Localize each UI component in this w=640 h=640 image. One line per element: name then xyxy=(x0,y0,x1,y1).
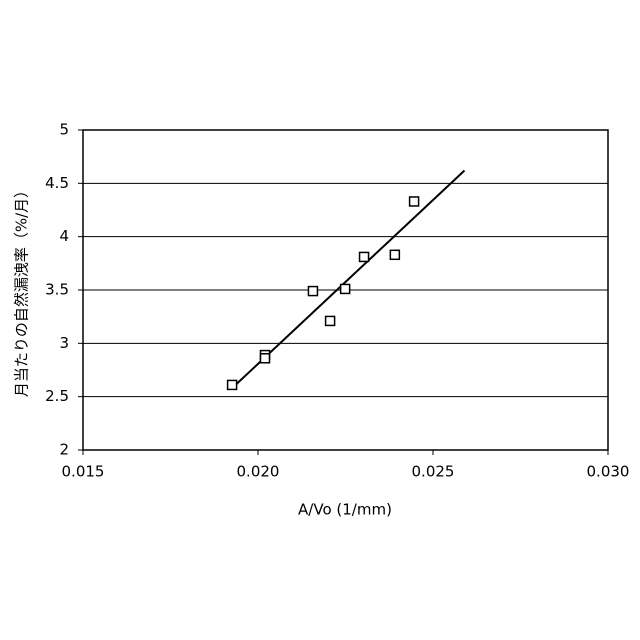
data-point xyxy=(228,380,237,389)
data-point xyxy=(308,287,317,296)
x-tick-label: 0.030 xyxy=(587,463,630,481)
data-point xyxy=(390,250,399,259)
x-tick-label: 0.025 xyxy=(412,463,455,481)
y-tick-label: 3 xyxy=(59,334,69,352)
data-point xyxy=(326,316,335,325)
data-point xyxy=(341,284,350,293)
y-tick-label: 4.5 xyxy=(45,174,69,192)
y-tick-label: 3.5 xyxy=(45,281,69,299)
data-point xyxy=(410,197,419,206)
chart: A/Vo (1/mm) 月当たりの自然漏洩率（%/月） 2 2.5 3 3.5 4 4.5… xyxy=(0,0,640,640)
y-tick-label: 2.5 xyxy=(45,387,69,405)
y-tick-label: 4 xyxy=(59,227,69,245)
data-point xyxy=(360,252,369,261)
x-axis-label: A/Vo (1/mm) xyxy=(298,501,392,519)
x-tick-label: 0.020 xyxy=(237,463,280,481)
x-tick-label: 0.015 xyxy=(62,463,105,481)
y-tick-label: 5 xyxy=(59,121,69,139)
background xyxy=(0,0,640,640)
y-axis-label: 月当たりの自然漏洩率（%/月） xyxy=(13,183,31,397)
data-point xyxy=(261,354,270,363)
y-tick-label: 2 xyxy=(59,441,69,459)
